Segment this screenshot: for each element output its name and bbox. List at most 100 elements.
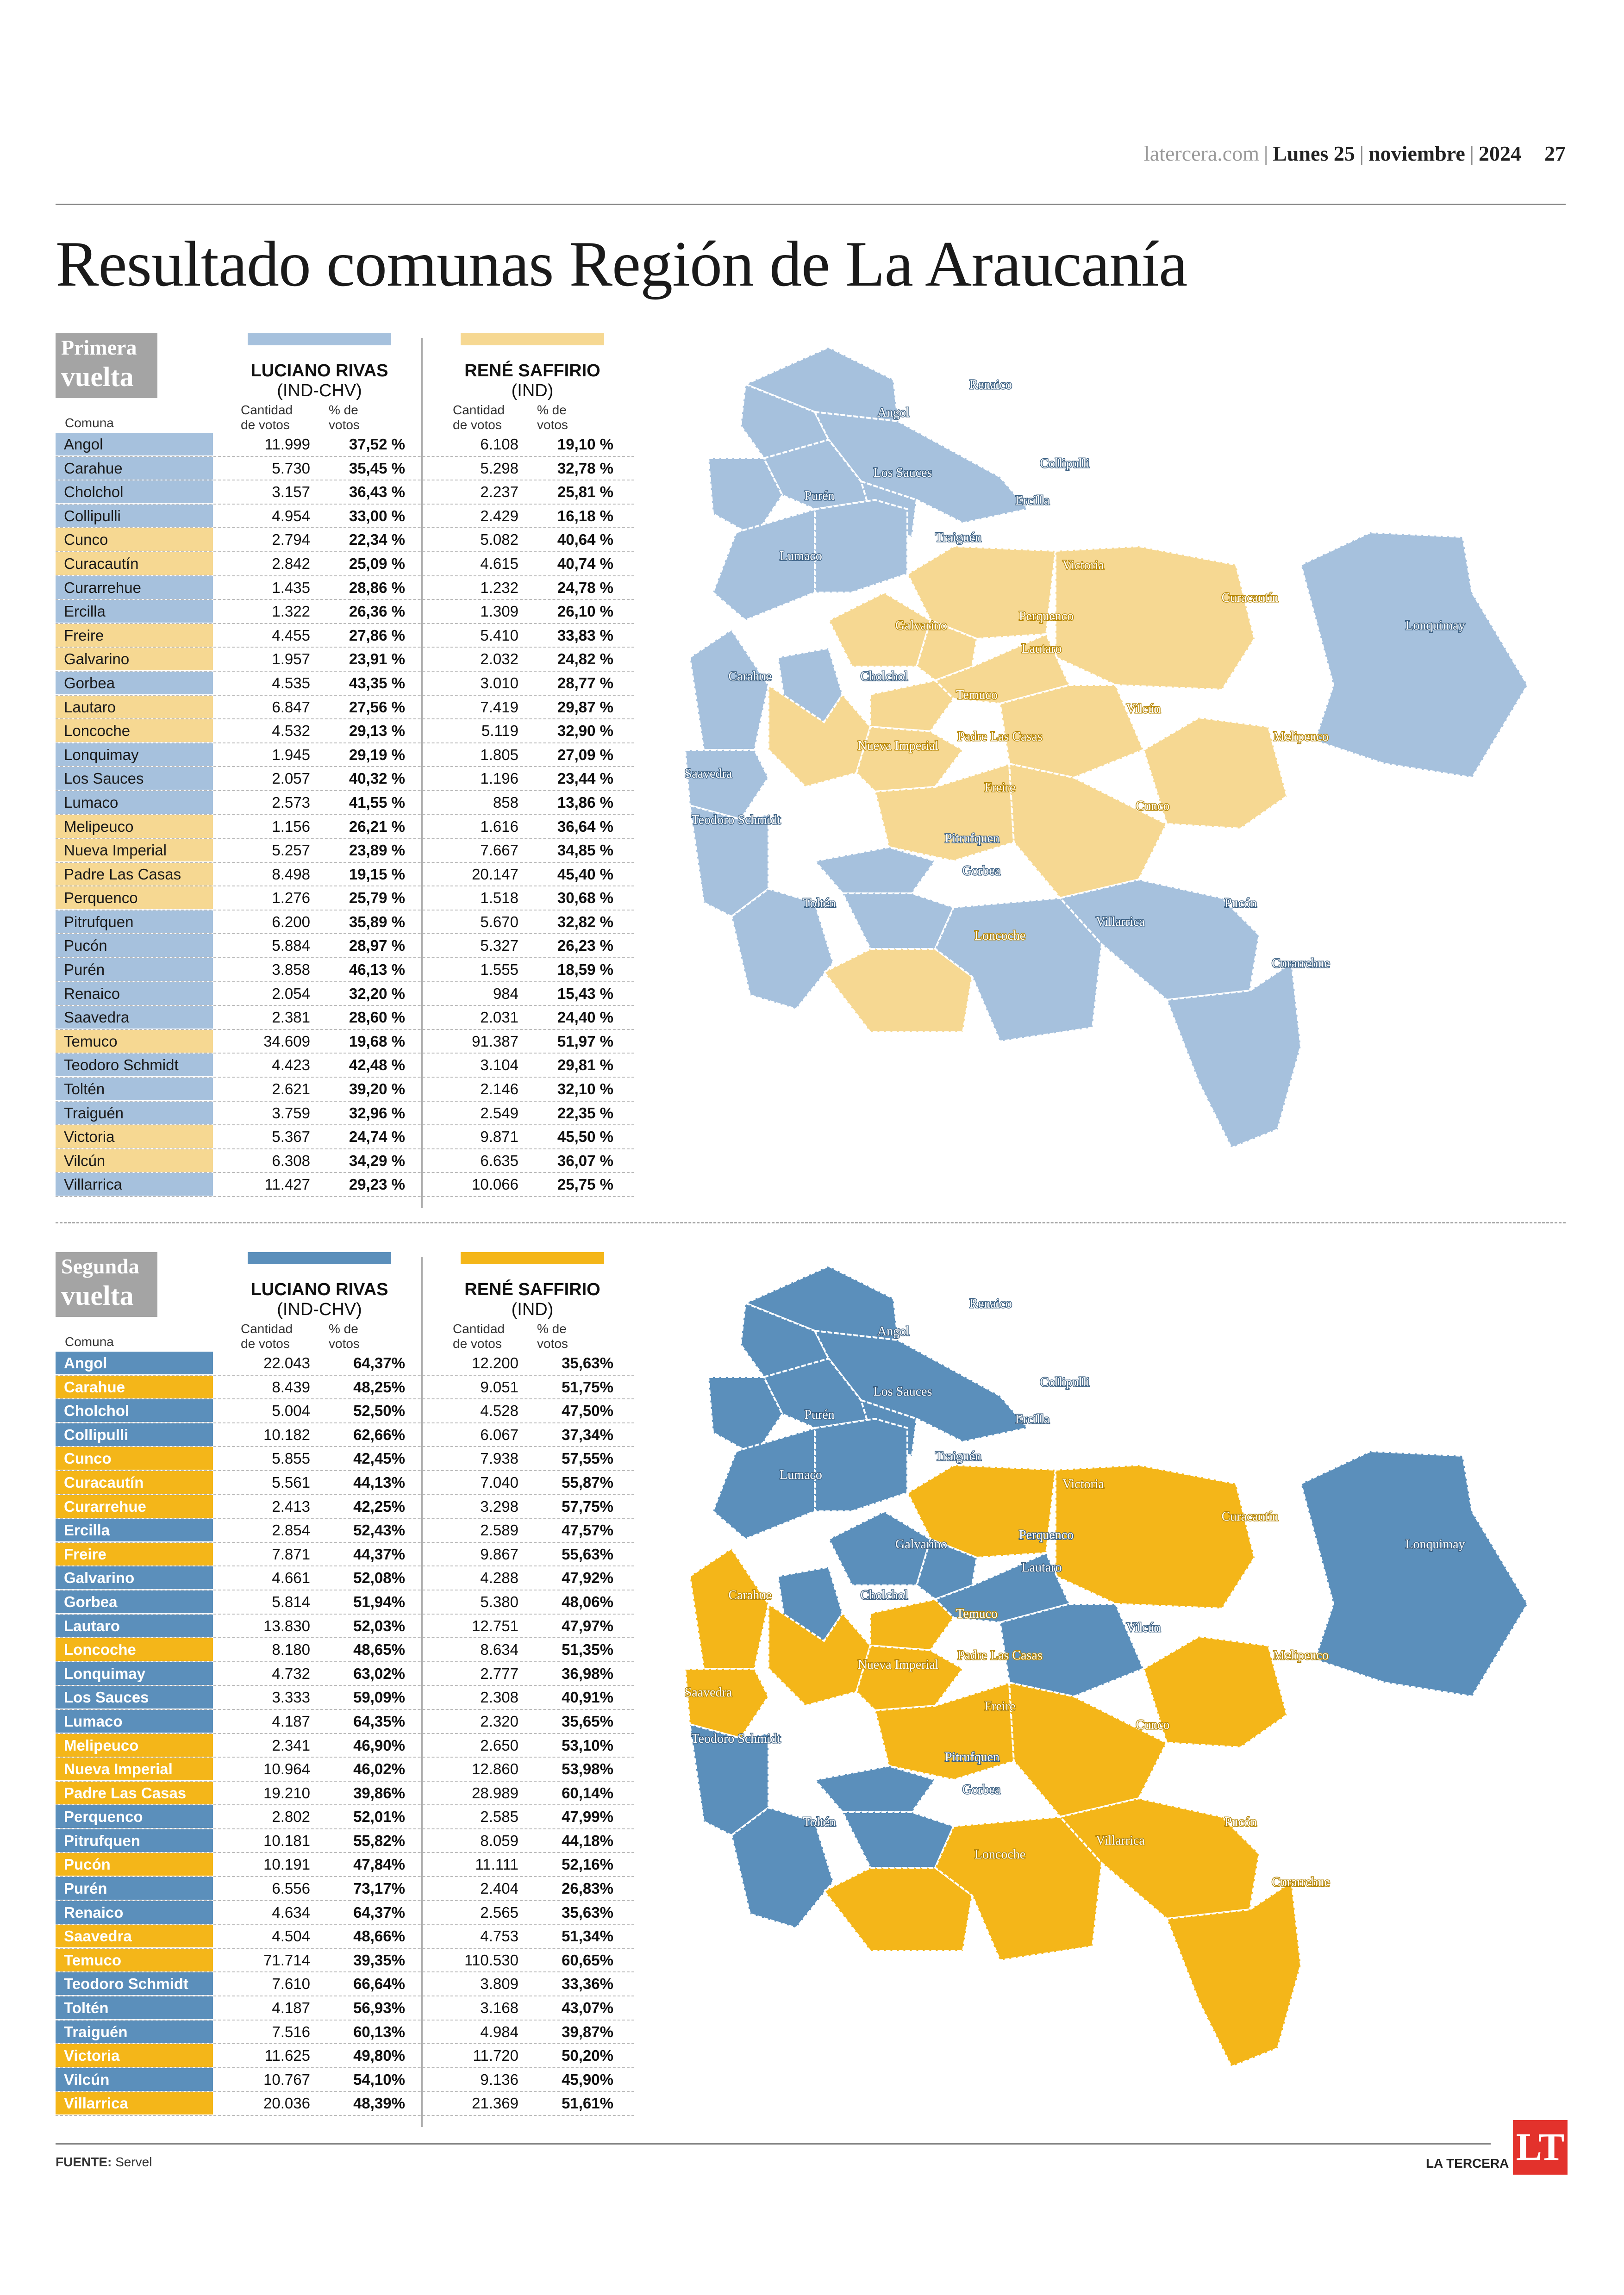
rivas-pct-cell: 49,80% [353,2047,405,2064]
map-label-nueva-imperial: Nueva Imperial [858,739,939,753]
saffirio-votes-cell: 11.720 [473,2047,518,2064]
rivas-pct-cell: 35,89 % [349,913,405,930]
comuna-cell: Purén [56,958,213,981]
table-row: Lautaro 6.847 27,56 % 7.419 29,87 % [56,695,634,720]
rivas-votes-cell: 3.333 [272,1689,310,1706]
saffirio-pct-cell: 51,35% [562,1641,613,1659]
map-label-pucon: Pucón [1224,896,1257,911]
comuna-region-lonquimay [1299,1450,1529,1698]
saffirio-votes-cell: 8.059 [480,1832,518,1849]
saffirio-pct-cell: 44,18% [562,1832,613,1849]
rivas-votes-cell: 4.187 [272,1999,310,2017]
rivas-votes-cell: 2.413 [272,1497,310,1515]
comuna-region-pitrufquen [813,846,937,894]
rivas-pct-cell: 35,45 % [349,459,405,477]
table-row: Los Sauces 2.057 40,32 % 1.196 23,44 % [56,767,634,791]
saffirio-pct-cell: 23,44 % [557,770,613,787]
saffirio-votes-cell: 984 [493,985,518,1002]
comuna-region-carahue [688,1547,770,1670]
comuna-region-teodoro-schmidt [688,804,769,918]
comuna-cell: Padre Las Casas [56,862,213,886]
saffirio-votes-cell: 2.032 [480,650,518,668]
comuna-cell: Lautaro [56,1614,213,1637]
round2-map: Renaico Angol Los Sauces Collipulli Purén Erc… [662,1252,1569,2113]
map-label-perquenco: Perquenco [1019,609,1074,624]
header-day: Lunes 25 [1273,142,1355,165]
comuna-cell: Gorbea [56,671,213,694]
saffirio-votes-cell: 9.136 [480,2070,518,2088]
saffirio-pct-cell: 22,35 % [557,1104,613,1122]
map-label-tolten: Toltén [803,896,836,911]
candidate-name: RENÉ SAFFIRIO [464,1280,600,1299]
comuna-region-lonquimay [1299,531,1529,779]
saffirio-votes-cell: 7.419 [480,698,518,716]
rivas-pct-cell: 64,37% [353,1354,405,1372]
rivas-pct-cell: 59,09% [353,1689,405,1706]
rivas-votes-cell: 7.610 [272,1975,310,1993]
rivas-pct-cell: 36,43 % [349,483,405,501]
saffirio-pct-cell: 60,14% [562,1784,613,1802]
candidate-party: (IND) [511,1300,554,1319]
saffirio-votes-cell: 2.146 [480,1080,518,1098]
table-row: Collipulli 10.182 62,66% 6.067 37,34% [56,1423,634,1447]
map-label-saavedra: Saavedra [685,767,732,781]
table-row: Lumaco 4.187 64,35% 2.320 35,65% [56,1709,634,1734]
comuna-region-lumaco [712,1427,816,1540]
map-label-cunco: Cunco [1136,1718,1169,1732]
round1-rows: Angol 11.999 37,52 % 6.108 19,10 % Carahue 5.7… [56,433,634,1197]
comuna-cell: Vilcún [56,2068,213,2091]
candidate-color-bar [461,1252,604,1264]
comuna-cell: Lumaco [56,1709,213,1733]
comuna-cell: Pitrufquen [56,1829,213,1852]
saffirio-votes-cell: 11.111 [475,1856,518,1873]
page-header: latercera.com | Lunes 25 | noviembre | 2024 27 [56,141,1566,169]
saffirio-pct-cell: 51,75% [562,1378,613,1396]
comuna-region-loncoche [822,948,974,1033]
comuna-region-puren [707,457,784,538]
rivas-pct-cell: 37,52 % [349,436,405,453]
saffirio-pct-cell: 51,34% [562,1927,613,1945]
comuna-cell: Loncoche [56,1638,213,1661]
rivas-votes-cell: 2.057 [272,770,310,787]
comuna-cell: Padre Las Casas [56,1781,213,1804]
table-row: Padre Las Casas 8.498 19,15 % 20.147 45,40 % [56,862,634,887]
table-row: Freire 4.455 27,86 % 5.410 33,83 % [56,624,634,648]
table-row: Pucón 5.884 28,97 % 5.327 26,23 % [56,934,634,959]
rivas-pct-cell: 44,13% [353,1473,405,1491]
comuna-cell: Nueva Imperial [56,839,213,862]
rivas-pct-cell: 48,39% [353,2095,405,2112]
comuna-cell: Toltén [56,1078,213,1101]
rivas-votes-cell: 2.842 [272,555,310,572]
rivas-pct-cell: 29,23 % [349,1176,405,1193]
comuna-cell: Lautaro [56,695,213,718]
rivas-votes-cell: 4.455 [272,626,310,644]
saffirio-votes-cell: 5.119 [481,722,518,740]
saffirio-votes-cell: 91.387 [472,1032,518,1050]
map-label-curacautin: Curacautín [1222,591,1279,605]
map-label-ercilla: Ercilla [1015,1412,1050,1427]
saffirio-pct-cell: 40,74 % [557,555,613,572]
rivas-pct-cell: 32,20 % [349,985,405,1002]
rivas-votes-cell: 10.182 [263,1426,310,1443]
saffirio-votes-cell: 7.938 [480,1450,518,1467]
rivas-pct-cell: 39,20 % [349,1080,405,1098]
rivas-pct-cell: 27,86 % [349,626,405,644]
table-row: Lumaco 2.573 41,55 % 858 13,86 % [56,791,634,815]
saffirio-votes-cell: 2.589 [480,1522,518,1539]
comuna-cell: Melipeuco [56,815,213,838]
map-label-curarrehue: Curarrehue [1272,1875,1330,1890]
saffirio-votes-cell: 2.777 [480,1665,518,1682]
saffirio-votes-cell: 858 [493,793,518,811]
brand-name: LA TERCERA [1426,2156,1509,2170]
rivas-pct-cell: 41,55 % [349,793,405,811]
table-row: Lonquimay 1.945 29,19 % 1.805 27,09 % [56,743,634,767]
comuna-cell: Curarrehue [56,1495,213,1518]
comuna-region-temuco [869,679,955,733]
rivas-pct-cell: 54,10% [353,2070,405,2088]
site-name[interactable]: latercera.com [1144,142,1259,165]
rivas-pct-cell: 39,35% [353,1951,405,1969]
saffirio-votes-cell: 6.635 [480,1152,518,1169]
saffirio-pct-cell: 26,83% [562,1880,613,1897]
table-row: Teodoro Schmidt 7.610 66,64% 3.809 33,36% [56,1972,634,1997]
rivas-votes-cell: 4.954 [272,507,310,524]
